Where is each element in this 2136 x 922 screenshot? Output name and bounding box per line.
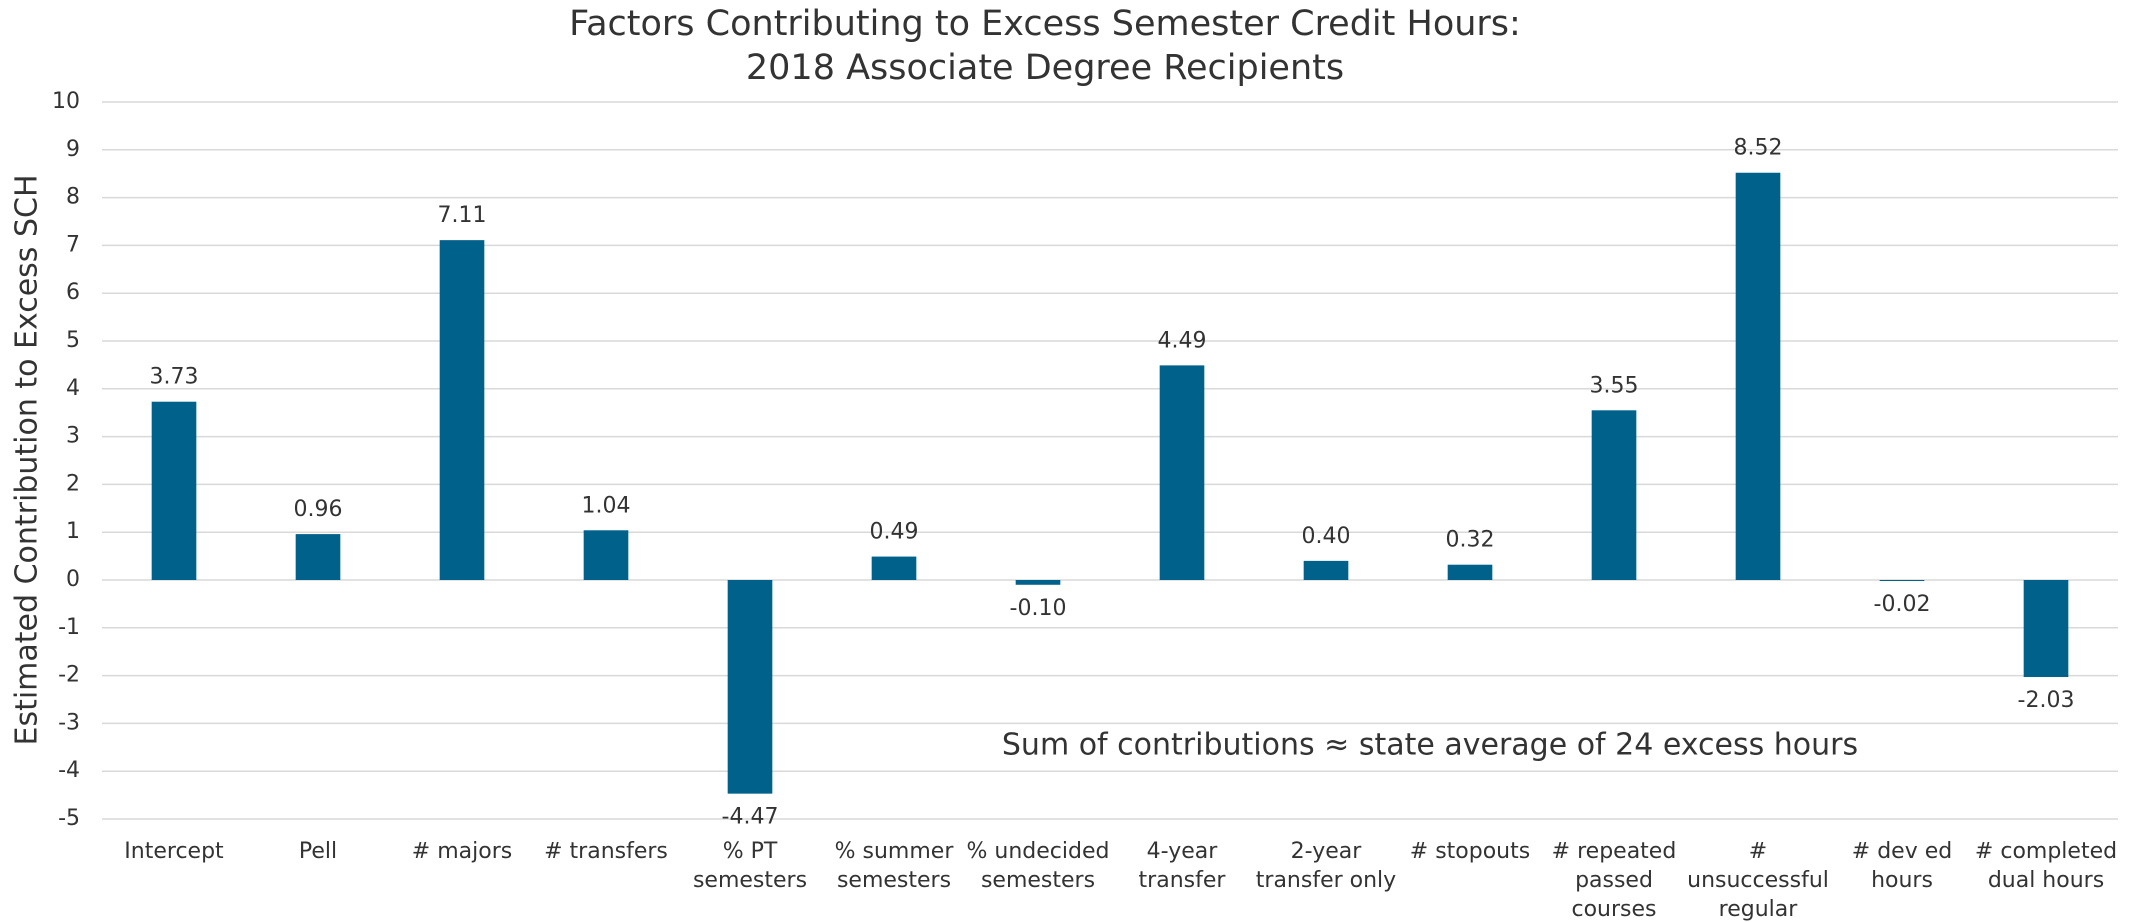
bar: [1591, 410, 1637, 580]
chart-subtitle: 2018 Associate Degree Recipients: [746, 48, 1344, 88]
y-tick-label: 3: [66, 424, 80, 449]
y-tick-label: 9: [66, 137, 80, 162]
y-tick-label: 10: [52, 89, 80, 114]
y-tick-label: -4: [58, 758, 80, 783]
bar: [151, 401, 197, 580]
y-tick-label: 6: [66, 280, 80, 305]
bar: [1015, 580, 1061, 585]
y-tick-label: -5: [58, 806, 80, 831]
x-tick-label: Pell: [298, 839, 338, 864]
bar: [583, 530, 629, 580]
bar: [439, 240, 485, 580]
x-tick-label: # completed dual hours: [1974, 839, 2118, 893]
y-tick-label: 0: [66, 567, 80, 592]
bar: [2023, 580, 2069, 678]
x-tick-label: 4-year transfer: [1138, 839, 1226, 893]
x-tick-label: % summer semesters: [834, 839, 954, 893]
data-label: 0.40: [1302, 524, 1351, 549]
bar: [1735, 172, 1781, 580]
data-label: 7.11: [438, 203, 487, 228]
data-label: 4.49: [1158, 328, 1207, 353]
data-label: 3.55: [1590, 373, 1639, 398]
data-label: 1.04: [582, 493, 631, 518]
bar: [1303, 560, 1349, 580]
y-tick-label: 1: [66, 519, 80, 544]
data-label: -4.47: [722, 805, 779, 830]
bar: [295, 534, 341, 580]
y-tick-label: 4: [66, 376, 80, 401]
x-tick-label: 2-year transfer only: [1255, 839, 1397, 893]
bar: [1879, 580, 1925, 581]
y-tick-label: -1: [58, 615, 80, 640]
data-label: 3.73: [150, 365, 199, 390]
x-tick-label: # majors: [411, 839, 513, 864]
y-tick-label: -2: [58, 663, 80, 688]
x-tick-label: % PT semesters: [692, 839, 808, 893]
bar: [1447, 564, 1493, 580]
x-tick-label: # transfers: [544, 839, 668, 864]
bar: [1159, 365, 1205, 580]
x-tick-label: # repeated passed courses: [1551, 839, 1677, 922]
y-tick-label: 7: [66, 232, 80, 257]
x-tick-label: % undecided semesters: [966, 839, 1110, 893]
data-label: -0.10: [1010, 596, 1067, 621]
data-label: 0.49: [870, 520, 919, 545]
y-tick-label: 8: [66, 185, 80, 210]
data-label: 8.52: [1734, 136, 1783, 161]
x-tick-label: # dev ed hours: [1851, 839, 1953, 893]
x-tick-label: # stopouts: [1409, 839, 1531, 864]
y-tick-label: 5: [66, 328, 80, 353]
data-label: -2.03: [2018, 688, 2075, 713]
x-tick-label: # unsuccessful regular hours: [1687, 839, 1829, 922]
x-tick-label: Intercept: [124, 839, 224, 864]
data-label: 0.32: [1446, 528, 1495, 553]
data-label: 0.96: [294, 497, 343, 522]
y-axis-label: Estimated Contribution to Excess SCH: [10, 174, 45, 745]
annotation: Sum of contributions ≈ state average of …: [1002, 728, 1858, 763]
data-label: -0.02: [1874, 592, 1931, 617]
chart-title: Factors Contributing to Excess Semester …: [569, 4, 1521, 44]
bar: [871, 556, 917, 580]
y-tick-label: 2: [66, 471, 80, 496]
bar: [727, 580, 773, 794]
y-tick-label: -3: [58, 710, 80, 735]
